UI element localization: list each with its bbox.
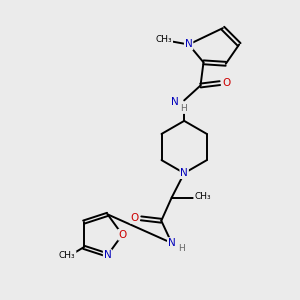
Text: N: N: [180, 168, 188, 178]
Text: N: N: [185, 40, 193, 50]
Text: CH₃: CH₃: [194, 193, 211, 202]
Text: O: O: [222, 77, 230, 88]
Text: O: O: [118, 230, 127, 240]
Text: CH₃: CH₃: [59, 251, 76, 260]
Text: N: N: [171, 97, 179, 107]
Text: H: H: [180, 104, 187, 113]
Text: CH₃: CH₃: [156, 35, 172, 44]
Text: N: N: [168, 238, 176, 248]
Text: H: H: [178, 244, 184, 253]
Text: N: N: [104, 250, 111, 260]
Text: O: O: [130, 213, 139, 223]
